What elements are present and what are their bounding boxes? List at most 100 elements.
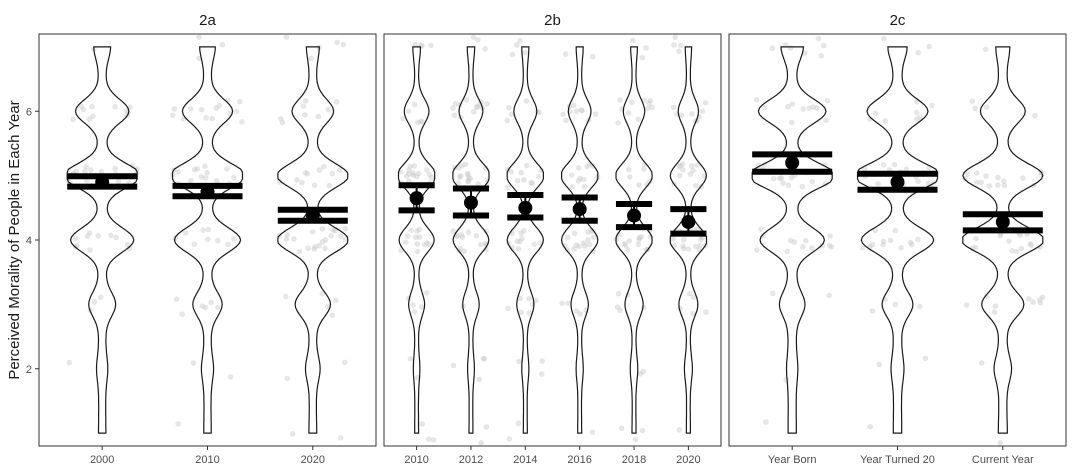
jitter-point bbox=[279, 119, 286, 126]
jitter-point bbox=[867, 423, 873, 430]
jitter-point bbox=[589, 53, 596, 60]
mean-point bbox=[409, 191, 424, 206]
jitter-point bbox=[342, 236, 349, 242]
jitter-point bbox=[769, 290, 776, 297]
jitter-point bbox=[973, 170, 980, 176]
jitter-point bbox=[452, 100, 459, 107]
jitter-point bbox=[430, 437, 437, 443]
jitter-point bbox=[802, 50, 808, 56]
jitter-point bbox=[533, 297, 539, 304]
jitter-point bbox=[190, 360, 197, 366]
jitter-point bbox=[205, 236, 211, 243]
jitter-point bbox=[408, 227, 415, 233]
jitter-point bbox=[806, 105, 812, 111]
jitter-point bbox=[760, 233, 766, 239]
violin bbox=[615, 46, 653, 434]
jitter-point bbox=[124, 241, 131, 248]
jitter-point bbox=[421, 242, 428, 248]
mean-point bbox=[572, 202, 587, 217]
jitter-point bbox=[815, 35, 822, 42]
violin bbox=[66, 46, 138, 434]
panel-title: 2b bbox=[544, 12, 561, 29]
jitter-point bbox=[1037, 244, 1043, 250]
jitter-point bbox=[482, 165, 489, 171]
violin bbox=[856, 46, 939, 434]
jitter-point bbox=[582, 243, 588, 249]
jitter-point bbox=[322, 237, 329, 243]
jitter-point bbox=[972, 105, 978, 112]
jitter-point bbox=[644, 181, 650, 188]
jitter-point bbox=[426, 241, 433, 247]
jitter-point bbox=[473, 233, 480, 239]
jitter-point bbox=[213, 105, 219, 111]
jitter-point bbox=[689, 111, 695, 117]
jitter-points bbox=[170, 34, 245, 427]
jitter-point bbox=[903, 166, 910, 172]
jitter-point bbox=[416, 234, 423, 240]
jitter-point bbox=[802, 237, 809, 244]
jitter-point bbox=[514, 177, 521, 184]
jitter-point bbox=[560, 111, 566, 118]
jitter-point bbox=[340, 41, 347, 48]
jitter-point bbox=[982, 46, 989, 53]
jitter-point bbox=[1009, 248, 1015, 254]
jitter-point bbox=[196, 55, 202, 62]
jitter-point bbox=[200, 227, 206, 233]
jitter-point bbox=[872, 110, 879, 117]
jitter-point bbox=[205, 226, 212, 233]
jitter-point bbox=[98, 168, 105, 175]
jitter-point bbox=[518, 230, 524, 236]
jitter-point bbox=[789, 101, 796, 107]
jitter-point bbox=[90, 113, 96, 120]
jitter-point bbox=[342, 225, 349, 232]
jitter-point bbox=[66, 359, 73, 366]
jitter-point bbox=[403, 239, 409, 245]
jitter-point bbox=[689, 310, 696, 317]
jitter-point bbox=[324, 303, 331, 310]
jitter-point bbox=[411, 101, 418, 108]
jitter-point bbox=[571, 246, 577, 252]
jitter-point bbox=[474, 104, 480, 110]
jitter-point bbox=[405, 171, 412, 177]
jitter-point bbox=[876, 361, 882, 368]
jitter-point bbox=[458, 231, 465, 238]
jitter-point bbox=[1006, 238, 1012, 244]
jitter-point bbox=[1001, 182, 1008, 189]
jitter-point bbox=[289, 431, 296, 437]
jitter-point bbox=[915, 236, 921, 243]
jitter-point bbox=[414, 228, 420, 234]
jitter-point bbox=[506, 436, 513, 442]
jitter-point bbox=[538, 371, 545, 377]
jitter-point bbox=[690, 294, 697, 301]
violin bbox=[397, 46, 436, 434]
jitter-point bbox=[991, 309, 998, 315]
jitter-point bbox=[194, 166, 201, 172]
jitter-point bbox=[769, 45, 776, 52]
jitter-point bbox=[778, 175, 785, 181]
jitter-point bbox=[89, 103, 95, 110]
jitter-point bbox=[1018, 245, 1025, 252]
jitter-point bbox=[478, 440, 485, 446]
jitter-point bbox=[417, 119, 424, 125]
jitter-point bbox=[1038, 168, 1044, 174]
jitter-point bbox=[629, 37, 636, 44]
jitter-point bbox=[450, 105, 456, 111]
jitter-point bbox=[418, 304, 425, 310]
jitter-point bbox=[641, 166, 647, 172]
jitter-point bbox=[635, 116, 642, 123]
jitter-point bbox=[465, 178, 472, 184]
jitter-point bbox=[319, 239, 326, 245]
jitter-point bbox=[203, 115, 209, 121]
jitter-point bbox=[296, 248, 303, 255]
jitter-point bbox=[515, 246, 522, 252]
jitter-point bbox=[332, 228, 338, 234]
jitter-point bbox=[586, 241, 593, 248]
jitter-point bbox=[521, 227, 527, 234]
jitter-point bbox=[680, 167, 686, 173]
jitter-point bbox=[419, 421, 425, 427]
jitter-point bbox=[622, 242, 629, 248]
jitter-point bbox=[233, 108, 240, 115]
x-tick-label: Current Year bbox=[972, 454, 1034, 466]
jitter-point bbox=[1026, 296, 1032, 302]
